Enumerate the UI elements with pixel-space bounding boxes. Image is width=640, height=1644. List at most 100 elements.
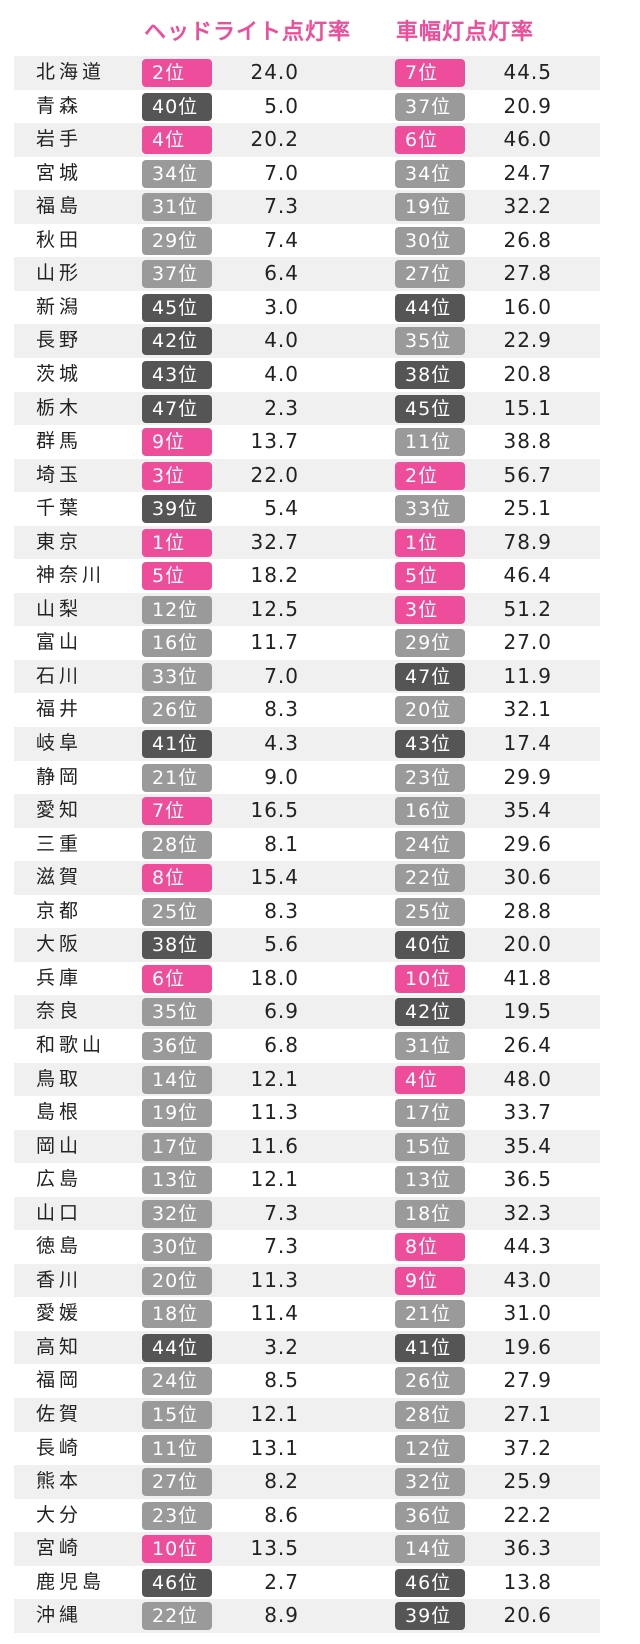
prefecture-name: 茨城 [36, 362, 83, 385]
headlight-rate-value: 12.1 [250, 1167, 299, 1192]
table-row: 東京 1位 32.7 1位 78.9 [14, 525, 600, 560]
table-row: 愛知 7位 16.5 16位 35.4 [14, 794, 600, 828]
headlight-rate-value: 8.5 [264, 1368, 299, 1393]
headlight-rank-badge: 15位 [142, 1401, 212, 1429]
table-row: 宮城 34位 7.0 34位 24.7 [14, 157, 600, 191]
headlight-rank-badge: 11位 [142, 1434, 212, 1463]
headlight-rank-badge: 10位 [142, 1535, 212, 1564]
table-row: 高知 44位 3.2 41位 19.6 [14, 1330, 600, 1365]
sidelight-rate-value: 26.8 [503, 227, 552, 252]
headlight-rate-value: 6.4 [264, 261, 299, 286]
sidelight-rate-value: 11.9 [503, 663, 552, 688]
sidelight-rank-badge: 46位 [395, 1568, 465, 1597]
sidelight-rank-badge: 33位 [395, 495, 465, 524]
sidelight-rank-badge: 17位 [395, 1099, 465, 1128]
sidelight-rate-value: 27.1 [503, 1402, 552, 1426]
headlight-rank-badge: 45位 [142, 293, 212, 322]
headlight-rate-value: 7.3 [264, 194, 299, 219]
sidelight-rate-value: 27.9 [503, 1368, 552, 1393]
headlight-rate-value: 9.0 [264, 764, 299, 789]
headlight-rank-badge: 23位 [142, 1501, 212, 1530]
headlight-rate-value: 8.3 [264, 898, 299, 923]
sidelight-rank-badge: 45位 [395, 394, 465, 423]
sidelight-rate-value: 22.9 [503, 328, 552, 353]
headlight-rank-badge: 36位 [142, 1031, 212, 1060]
table-row: 沖縄 22位 8.9 39位 20.6 [14, 1599, 600, 1633]
sidelight-rank-badge: 38位 [395, 360, 465, 389]
prefecture-name: 群馬 [36, 430, 83, 453]
sidelight-rate-value: 20.8 [503, 361, 552, 386]
prefecture-name: 島根 [36, 1101, 83, 1124]
headlight-rate-value: 5.6 [264, 932, 299, 957]
sidelight-rate-value: 31.0 [503, 1301, 552, 1326]
headlight-rate-value: 11.4 [250, 1301, 299, 1326]
sidelight-rate-value: 20.9 [503, 93, 552, 118]
prefecture-name: 福岡 [36, 1369, 83, 1392]
sidelight-rank-badge: 3位 [395, 595, 465, 624]
headlight-rate-value: 6.9 [264, 999, 299, 1024]
sidelight-rank-badge: 11位 [395, 428, 465, 457]
headlight-rate-value: 7.3 [264, 1200, 299, 1225]
sidelight-rank-badge: 1位 [395, 528, 465, 557]
headlight-rate-value: 7.0 [264, 160, 299, 185]
headlight-rank-badge: 31位 [142, 193, 212, 222]
sidelight-rate-value: 43.0 [503, 1267, 552, 1292]
sidelight-rank-badge: 21位 [395, 1300, 465, 1329]
headlight-rank-badge: 35位 [142, 998, 212, 1027]
prefecture-name: 佐賀 [36, 1403, 83, 1425]
headlight-rank-badge: 44位 [142, 1333, 212, 1362]
prefecture-name: 滋賀 [36, 866, 83, 889]
headlight-rate-value: 4.0 [264, 328, 299, 353]
sidelight-rank-badge: 14位 [395, 1535, 465, 1564]
headlight-rank-badge: 47位 [142, 394, 212, 423]
sidelight-rank-badge: 20位 [395, 696, 465, 725]
table-row: 埼玉 3位 22.0 2位 56.7 [14, 458, 600, 493]
prefecture-name: 秋田 [36, 228, 83, 251]
sidelight-rank-badge: 19位 [395, 193, 465, 222]
table-row: 福島 31位 7.3 19位 32.2 [14, 190, 600, 224]
table-row: 石川 33位 7.0 47位 11.9 [14, 659, 600, 694]
headlight-rank-badge: 28位 [142, 830, 212, 859]
headlight-rank-badge: 33位 [142, 662, 212, 691]
prefecture-name: 沖縄 [36, 1604, 83, 1627]
sidelight-rank-badge: 5位 [395, 562, 465, 591]
prefecture-name: 広島 [36, 1168, 83, 1191]
headlight-rank-badge: 20位 [142, 1266, 212, 1295]
prefecture-name: 富山 [36, 631, 83, 654]
sidelight-rank-badge: 32位 [395, 1468, 465, 1497]
headlight-rate-value: 4.3 [264, 731, 299, 755]
headlight-rate-value: 6.8 [264, 1032, 299, 1057]
table-row: 京都 25位 8.3 25位 28.8 [14, 895, 600, 929]
sidelight-rank-badge: 40位 [395, 931, 465, 960]
headlight-rank-badge: 6位 [142, 964, 212, 993]
table-row: 大分 23位 8.6 36位 22.2 [14, 1499, 600, 1533]
prefecture-name: 岡山 [36, 1134, 83, 1157]
sidelight-rate-value: 46.4 [503, 563, 552, 588]
sidelight-rate-value: 33.7 [503, 1100, 552, 1125]
headlight-rank-badge: 13位 [142, 1166, 212, 1195]
sidelight-rate-value: 25.9 [503, 1469, 552, 1494]
sidelight-rate-value: 26.4 [503, 1032, 552, 1057]
prefecture-name: 石川 [36, 664, 83, 687]
headlight-rank-badge: 27位 [142, 1468, 212, 1497]
sidelight-rate-value: 17.4 [503, 731, 552, 755]
headlight-rate-value: 13.5 [250, 1536, 299, 1561]
headlight-rank-badge: 8位 [142, 864, 212, 893]
table-row: 富山 16位 11.7 29位 27.0 [14, 626, 600, 660]
prefecture-name: 千葉 [36, 497, 83, 520]
headlight-rate-value: 20.2 [250, 127, 299, 152]
sidelight-rank-badge: 43位 [395, 730, 465, 758]
sidelight-rank-badge: 4位 [395, 1065, 465, 1094]
table-row: 栃木 47位 2.3 45位 15.1 [14, 391, 600, 426]
sidelight-rate-value: 27.8 [503, 261, 552, 286]
sidelight-rate-value: 28.8 [503, 898, 552, 923]
sidelight-rank-badge: 12位 [395, 1434, 465, 1463]
headlight-rank-badge: 18位 [142, 1300, 212, 1329]
headlight-rate-value: 7.4 [264, 227, 299, 252]
table-row: 岩手 4位 20.2 6位 46.0 [14, 123, 600, 157]
prefecture-name: 徳島 [36, 1235, 83, 1258]
prefecture-name: 宮城 [36, 161, 83, 184]
sidelight-rank-badge: 25位 [395, 897, 465, 926]
sidelight-rate-value: 29.6 [503, 831, 552, 856]
table-row: 香川 20位 11.3 9位 43.0 [14, 1263, 600, 1298]
